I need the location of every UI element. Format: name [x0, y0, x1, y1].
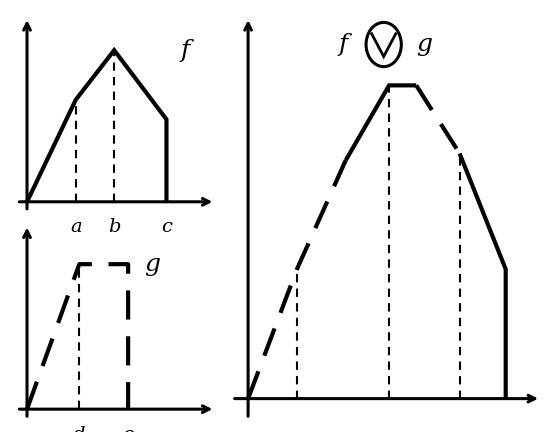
Text: e: e [123, 426, 134, 432]
Text: c: c [161, 218, 172, 236]
Text: f: f [338, 33, 348, 56]
Text: a: a [70, 218, 82, 236]
Text: g: g [145, 253, 161, 276]
Text: f: f [181, 39, 190, 62]
Text: g: g [416, 33, 432, 56]
Text: b: b [108, 218, 120, 236]
Text: d: d [73, 426, 86, 432]
